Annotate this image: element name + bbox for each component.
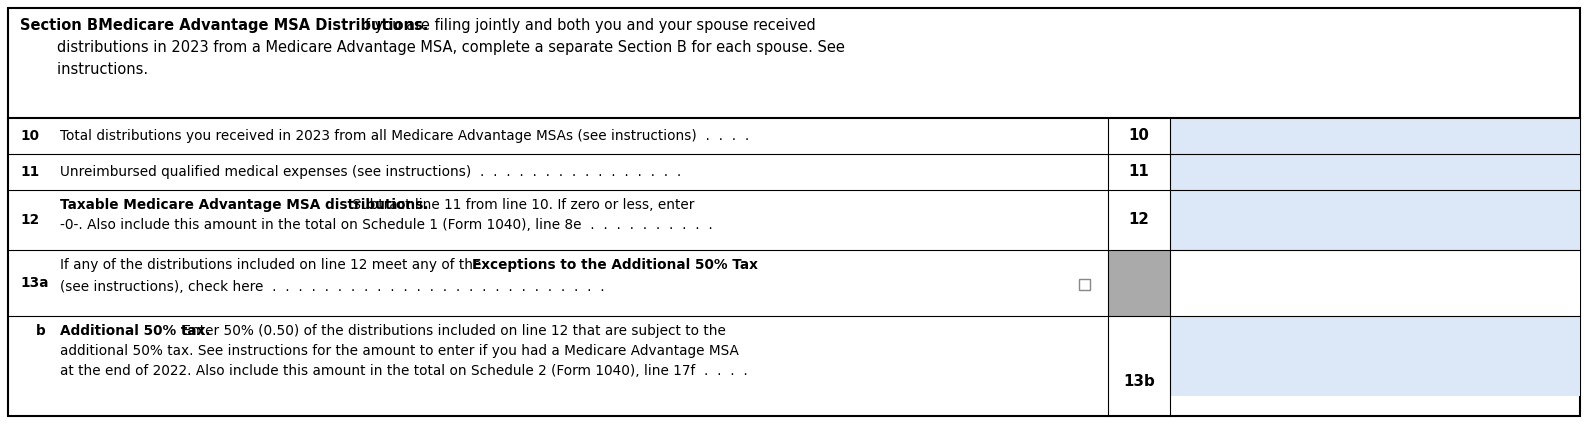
Bar [1170, 118, 1580, 154]
Text: 11: 11 [1129, 165, 1150, 179]
Text: 13b: 13b [1123, 374, 1154, 390]
Bar [1108, 190, 1170, 250]
Bar [1108, 250, 1170, 316]
Text: instructions.: instructions. [21, 62, 148, 77]
Text: b: b [37, 324, 46, 338]
Text: Enter 50% (0.50) of the distributions included on line 12 that are subject to th: Enter 50% (0.50) of the distributions in… [178, 324, 726, 338]
Text: Exceptions to the Additional 50% Tax: Exceptions to the Additional 50% Tax [472, 258, 757, 272]
Text: 12: 12 [21, 213, 40, 227]
Text: Taxable Medicare Advantage MSA distributions.: Taxable Medicare Advantage MSA distribut… [60, 198, 429, 212]
Bar [1170, 190, 1580, 250]
Text: 10: 10 [1129, 128, 1150, 143]
Text: Total distributions you received in 2023 from all Medicare Advantage MSAs (see i: Total distributions you received in 2023… [60, 129, 750, 143]
Text: Section B.: Section B. [21, 18, 103, 33]
Bar [1170, 316, 1580, 396]
Text: If any of the distributions included on line 12 meet any of the: If any of the distributions included on … [60, 258, 486, 272]
Bar [1108, 316, 1170, 396]
Text: 13a: 13a [21, 276, 49, 290]
Bar [1108, 118, 1170, 154]
Bar [1078, 279, 1089, 290]
Bar [1108, 154, 1170, 190]
Text: Additional 50% tax.: Additional 50% tax. [60, 324, 211, 338]
Text: distributions in 2023 from a Medicare Advantage MSA, complete a separate Section: distributions in 2023 from a Medicare Ad… [21, 40, 845, 55]
Text: Subtract line 11 from line 10. If zero or less, enter: Subtract line 11 from line 10. If zero o… [348, 198, 694, 212]
Text: If you are filing jointly and both you and your spouse received: If you are filing jointly and both you a… [356, 18, 816, 33]
Text: additional 50% tax. See instructions for the amount to enter if you had a Medica: additional 50% tax. See instructions for… [60, 344, 738, 358]
Text: 11: 11 [21, 165, 40, 179]
Text: (see instructions), check here  .  .  .  .  .  .  .  .  .  .  .  .  .  .  .  .  : (see instructions), check here . . . . .… [60, 280, 605, 294]
Bar [1170, 250, 1580, 316]
Text: at the end of 2022. Also include this amount in the total on Schedule 2 (Form 10: at the end of 2022. Also include this am… [60, 364, 748, 378]
Bar [1170, 154, 1580, 190]
Text: -0-. Also include this amount in the total on Schedule 1 (Form 1040), line 8e  .: -0-. Also include this amount in the tot… [60, 218, 713, 232]
Text: 12: 12 [1129, 212, 1150, 228]
Text: Medicare Advantage MSA Distributions.: Medicare Advantage MSA Distributions. [87, 18, 429, 33]
Text: 10: 10 [21, 129, 40, 143]
Text: Unreimbursed qualified medical expenses (see instructions)  .  .  .  .  .  .  . : Unreimbursed qualified medical expenses … [60, 165, 681, 179]
